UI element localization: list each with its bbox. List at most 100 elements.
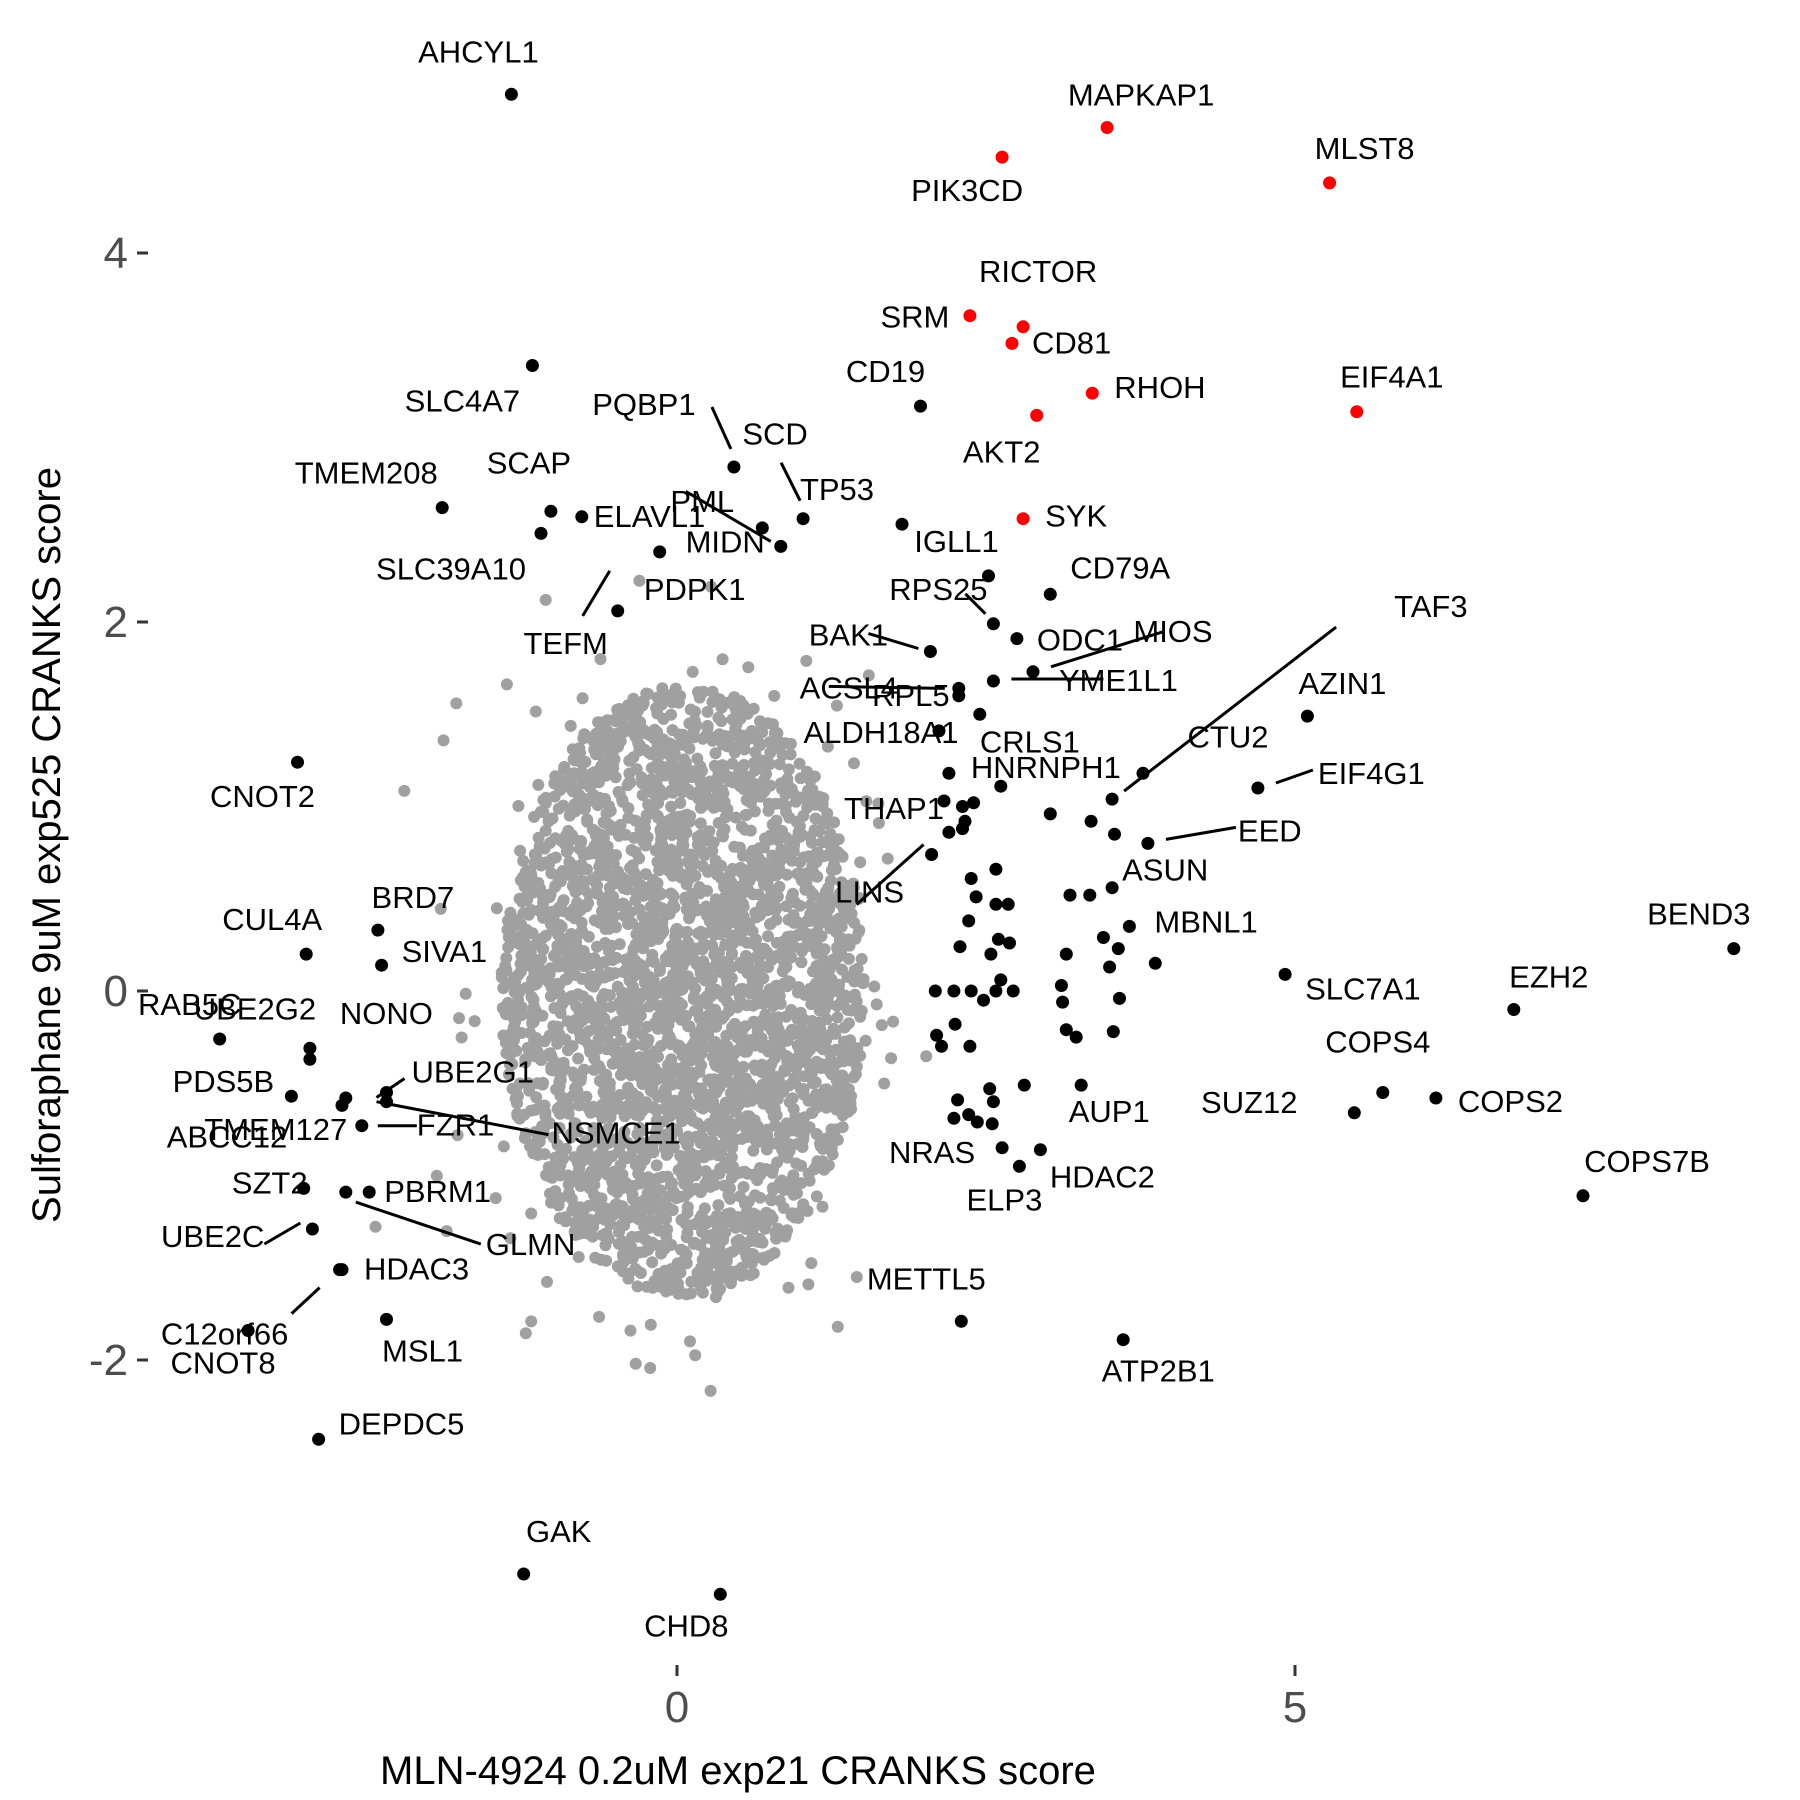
bg-point <box>704 1384 717 1397</box>
bg-point <box>781 930 794 943</box>
point-label: CRLS1 <box>980 724 1080 759</box>
data-point <box>986 1095 1000 1109</box>
point-label: SIVA1 <box>402 934 488 969</box>
bg-point <box>776 797 789 809</box>
bg-point <box>727 936 740 949</box>
bg-point <box>816 1200 829 1213</box>
data-point <box>1350 405 1364 419</box>
bg-point <box>569 969 582 981</box>
bg-point <box>490 902 503 915</box>
point-label: ABCC12 <box>167 1119 288 1154</box>
bg-point <box>684 1147 697 1160</box>
point-label: HDAC2 <box>1050 1160 1155 1195</box>
data-point <box>1016 512 1030 526</box>
point-label: RICTOR <box>979 254 1097 289</box>
bg-point <box>612 785 625 798</box>
bg-point <box>738 743 751 756</box>
bg-point <box>737 1181 750 1193</box>
bg-point <box>759 832 771 845</box>
data-point <box>727 460 741 474</box>
bg-point <box>607 890 620 903</box>
bg-point <box>687 1038 699 1051</box>
data-point <box>1069 1030 1083 1044</box>
x-tick-label: 5 <box>1283 1683 1307 1732</box>
bg-point <box>583 1103 595 1116</box>
bg-point <box>583 845 596 858</box>
bg-point <box>744 1078 756 1091</box>
bg-point <box>624 776 637 789</box>
data-point <box>1059 1023 1073 1037</box>
data-point <box>952 689 966 703</box>
bg-point <box>666 1078 679 1091</box>
bg-point <box>554 1169 567 1182</box>
bg-point <box>878 1077 891 1090</box>
bg-point <box>819 996 832 1008</box>
bg-point <box>614 1159 627 1172</box>
highlighted-points <box>213 87 1741 1601</box>
bg-point <box>586 734 599 747</box>
bg-point <box>758 784 771 797</box>
bg-point <box>775 843 788 856</box>
bg-point <box>709 1291 722 1304</box>
point-label: HDAC3 <box>364 1252 469 1287</box>
bg-point <box>657 788 670 801</box>
bg-point <box>632 1211 645 1224</box>
point-label: EZH2 <box>1509 960 1588 995</box>
leader-line <box>964 592 987 615</box>
bg-point <box>593 743 606 756</box>
bg-point <box>709 747 722 760</box>
bg-point <box>770 1137 783 1150</box>
axes: 0 5 -2 0 2 4 <box>89 229 1307 1732</box>
bg-point <box>613 829 625 842</box>
point-label: TMEM127 <box>204 1112 347 1147</box>
bg-point <box>600 1254 613 1267</box>
bg-point <box>674 797 687 809</box>
data-point <box>932 724 946 738</box>
bg-point <box>687 993 700 1005</box>
bg-point <box>712 1041 725 1054</box>
bg-point <box>707 836 720 849</box>
bg-point <box>733 1233 746 1246</box>
bg-point <box>820 817 833 830</box>
bg-point <box>621 962 634 974</box>
bg-point <box>604 1111 617 1124</box>
bg-point <box>538 1099 551 1112</box>
bg-point <box>606 1183 619 1196</box>
bg-point <box>588 1178 601 1191</box>
bg-point <box>678 1043 690 1056</box>
bg-point <box>667 898 680 911</box>
bg-point <box>590 1125 603 1138</box>
bg-point <box>675 871 688 884</box>
bg-point <box>575 1216 588 1228</box>
bg-point <box>831 1320 844 1333</box>
bg-point <box>739 823 752 836</box>
bg-point <box>666 724 679 737</box>
bg-point <box>603 922 616 935</box>
y-tick-label: -2 <box>89 1336 128 1385</box>
bg-point <box>549 1152 562 1165</box>
bg-point <box>689 1028 702 1040</box>
bg-point <box>624 861 637 874</box>
bg-point <box>676 1115 689 1128</box>
bg-point <box>694 928 707 941</box>
bg-point <box>554 1089 567 1102</box>
bg-point <box>560 829 572 842</box>
point-label: AZIN1 <box>1298 666 1386 701</box>
bg-point <box>572 1018 585 1031</box>
bg-point <box>810 907 823 920</box>
bg-point <box>571 1084 584 1097</box>
bg-point <box>553 1121 566 1134</box>
point-label: RHOH <box>1114 370 1205 405</box>
bg-point <box>746 981 759 993</box>
bg-point <box>860 795 873 808</box>
bg-point <box>754 715 766 728</box>
bg-point <box>558 944 571 957</box>
bg-point <box>645 762 658 774</box>
data-point <box>1006 984 1020 998</box>
bg-point <box>717 787 730 800</box>
bg-point <box>639 868 652 881</box>
bg-point <box>875 1019 888 1032</box>
bg-point <box>788 1115 801 1128</box>
bg-point <box>638 917 651 930</box>
bg-point <box>694 1186 707 1199</box>
